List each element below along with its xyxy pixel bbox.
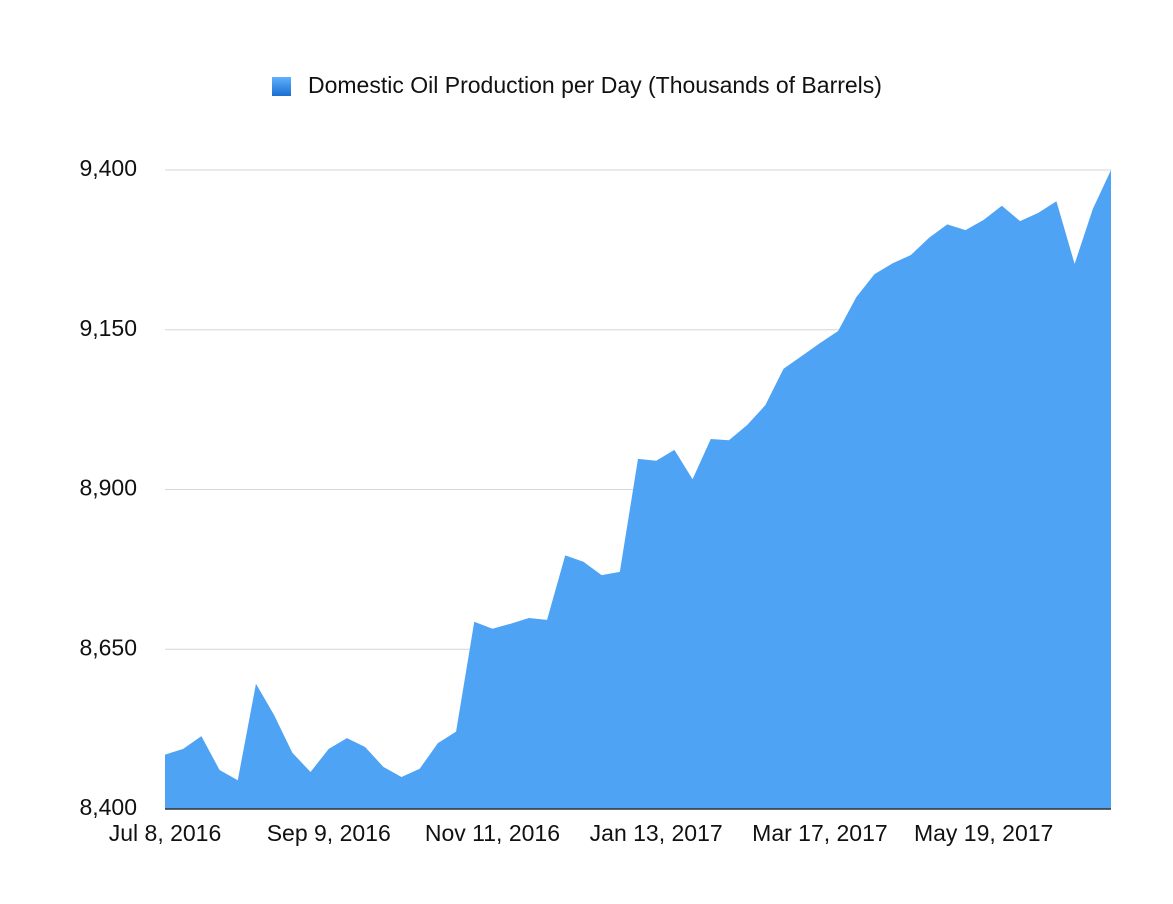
x-tick-label: Nov 11, 2016 xyxy=(425,820,560,846)
y-tick-label: 8,650 xyxy=(79,634,137,660)
y-tick-label: 9,150 xyxy=(79,315,137,341)
y-tick-label: 8,900 xyxy=(79,475,137,501)
area xyxy=(165,170,1111,809)
legend-swatch xyxy=(272,77,291,96)
x-tick-label: Jan 13, 2017 xyxy=(590,820,723,846)
x-tick-label: Sep 9, 2016 xyxy=(267,820,391,846)
y-tick-label: 9,400 xyxy=(79,155,137,181)
legend-label: Domestic Oil Production per Day (Thousan… xyxy=(308,72,882,98)
y-tick-label: 8,400 xyxy=(79,794,137,820)
x-tick-label: May 19, 2017 xyxy=(914,820,1053,846)
x-tick-label: Jul 8, 2016 xyxy=(109,820,222,846)
x-tick-label: Mar 17, 2017 xyxy=(752,820,888,846)
